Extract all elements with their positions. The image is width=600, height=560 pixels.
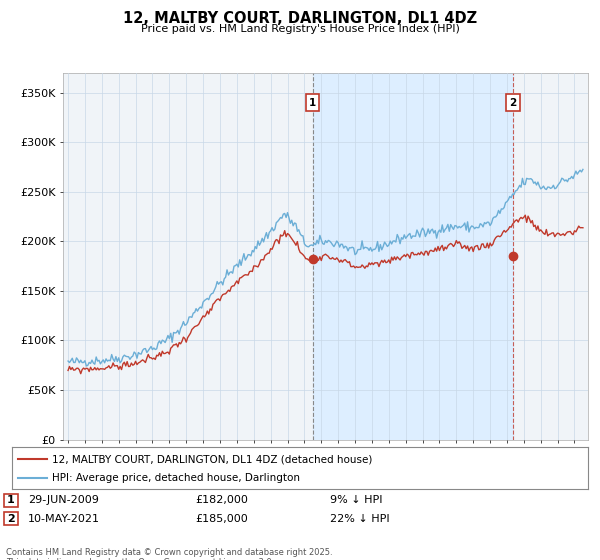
Text: 10-MAY-2021: 10-MAY-2021 <box>28 514 100 524</box>
Text: 12, MALTBY COURT, DARLINGTON, DL1 4DZ: 12, MALTBY COURT, DARLINGTON, DL1 4DZ <box>123 11 477 26</box>
Text: HPI: Average price, detached house, Darlington: HPI: Average price, detached house, Darl… <box>52 473 301 483</box>
Text: 1: 1 <box>7 495 15 505</box>
Text: 2: 2 <box>7 514 15 524</box>
Text: £185,000: £185,000 <box>195 514 248 524</box>
Text: 9% ↓ HPI: 9% ↓ HPI <box>330 495 383 505</box>
Text: 29-JUN-2009: 29-JUN-2009 <box>28 495 99 505</box>
Text: 2: 2 <box>509 97 517 108</box>
Bar <box>313 73 513 440</box>
Text: 22% ↓ HPI: 22% ↓ HPI <box>330 514 389 524</box>
Text: 12, MALTBY COURT, DARLINGTON, DL1 4DZ (detached house): 12, MALTBY COURT, DARLINGTON, DL1 4DZ (d… <box>52 454 373 464</box>
Text: £182,000: £182,000 <box>195 495 248 505</box>
Bar <box>4 494 18 507</box>
Text: Price paid vs. HM Land Registry's House Price Index (HPI): Price paid vs. HM Land Registry's House … <box>140 24 460 34</box>
Bar <box>4 512 18 525</box>
Text: 1: 1 <box>309 97 316 108</box>
Text: Contains HM Land Registry data © Crown copyright and database right 2025.
This d: Contains HM Land Registry data © Crown c… <box>6 548 332 560</box>
